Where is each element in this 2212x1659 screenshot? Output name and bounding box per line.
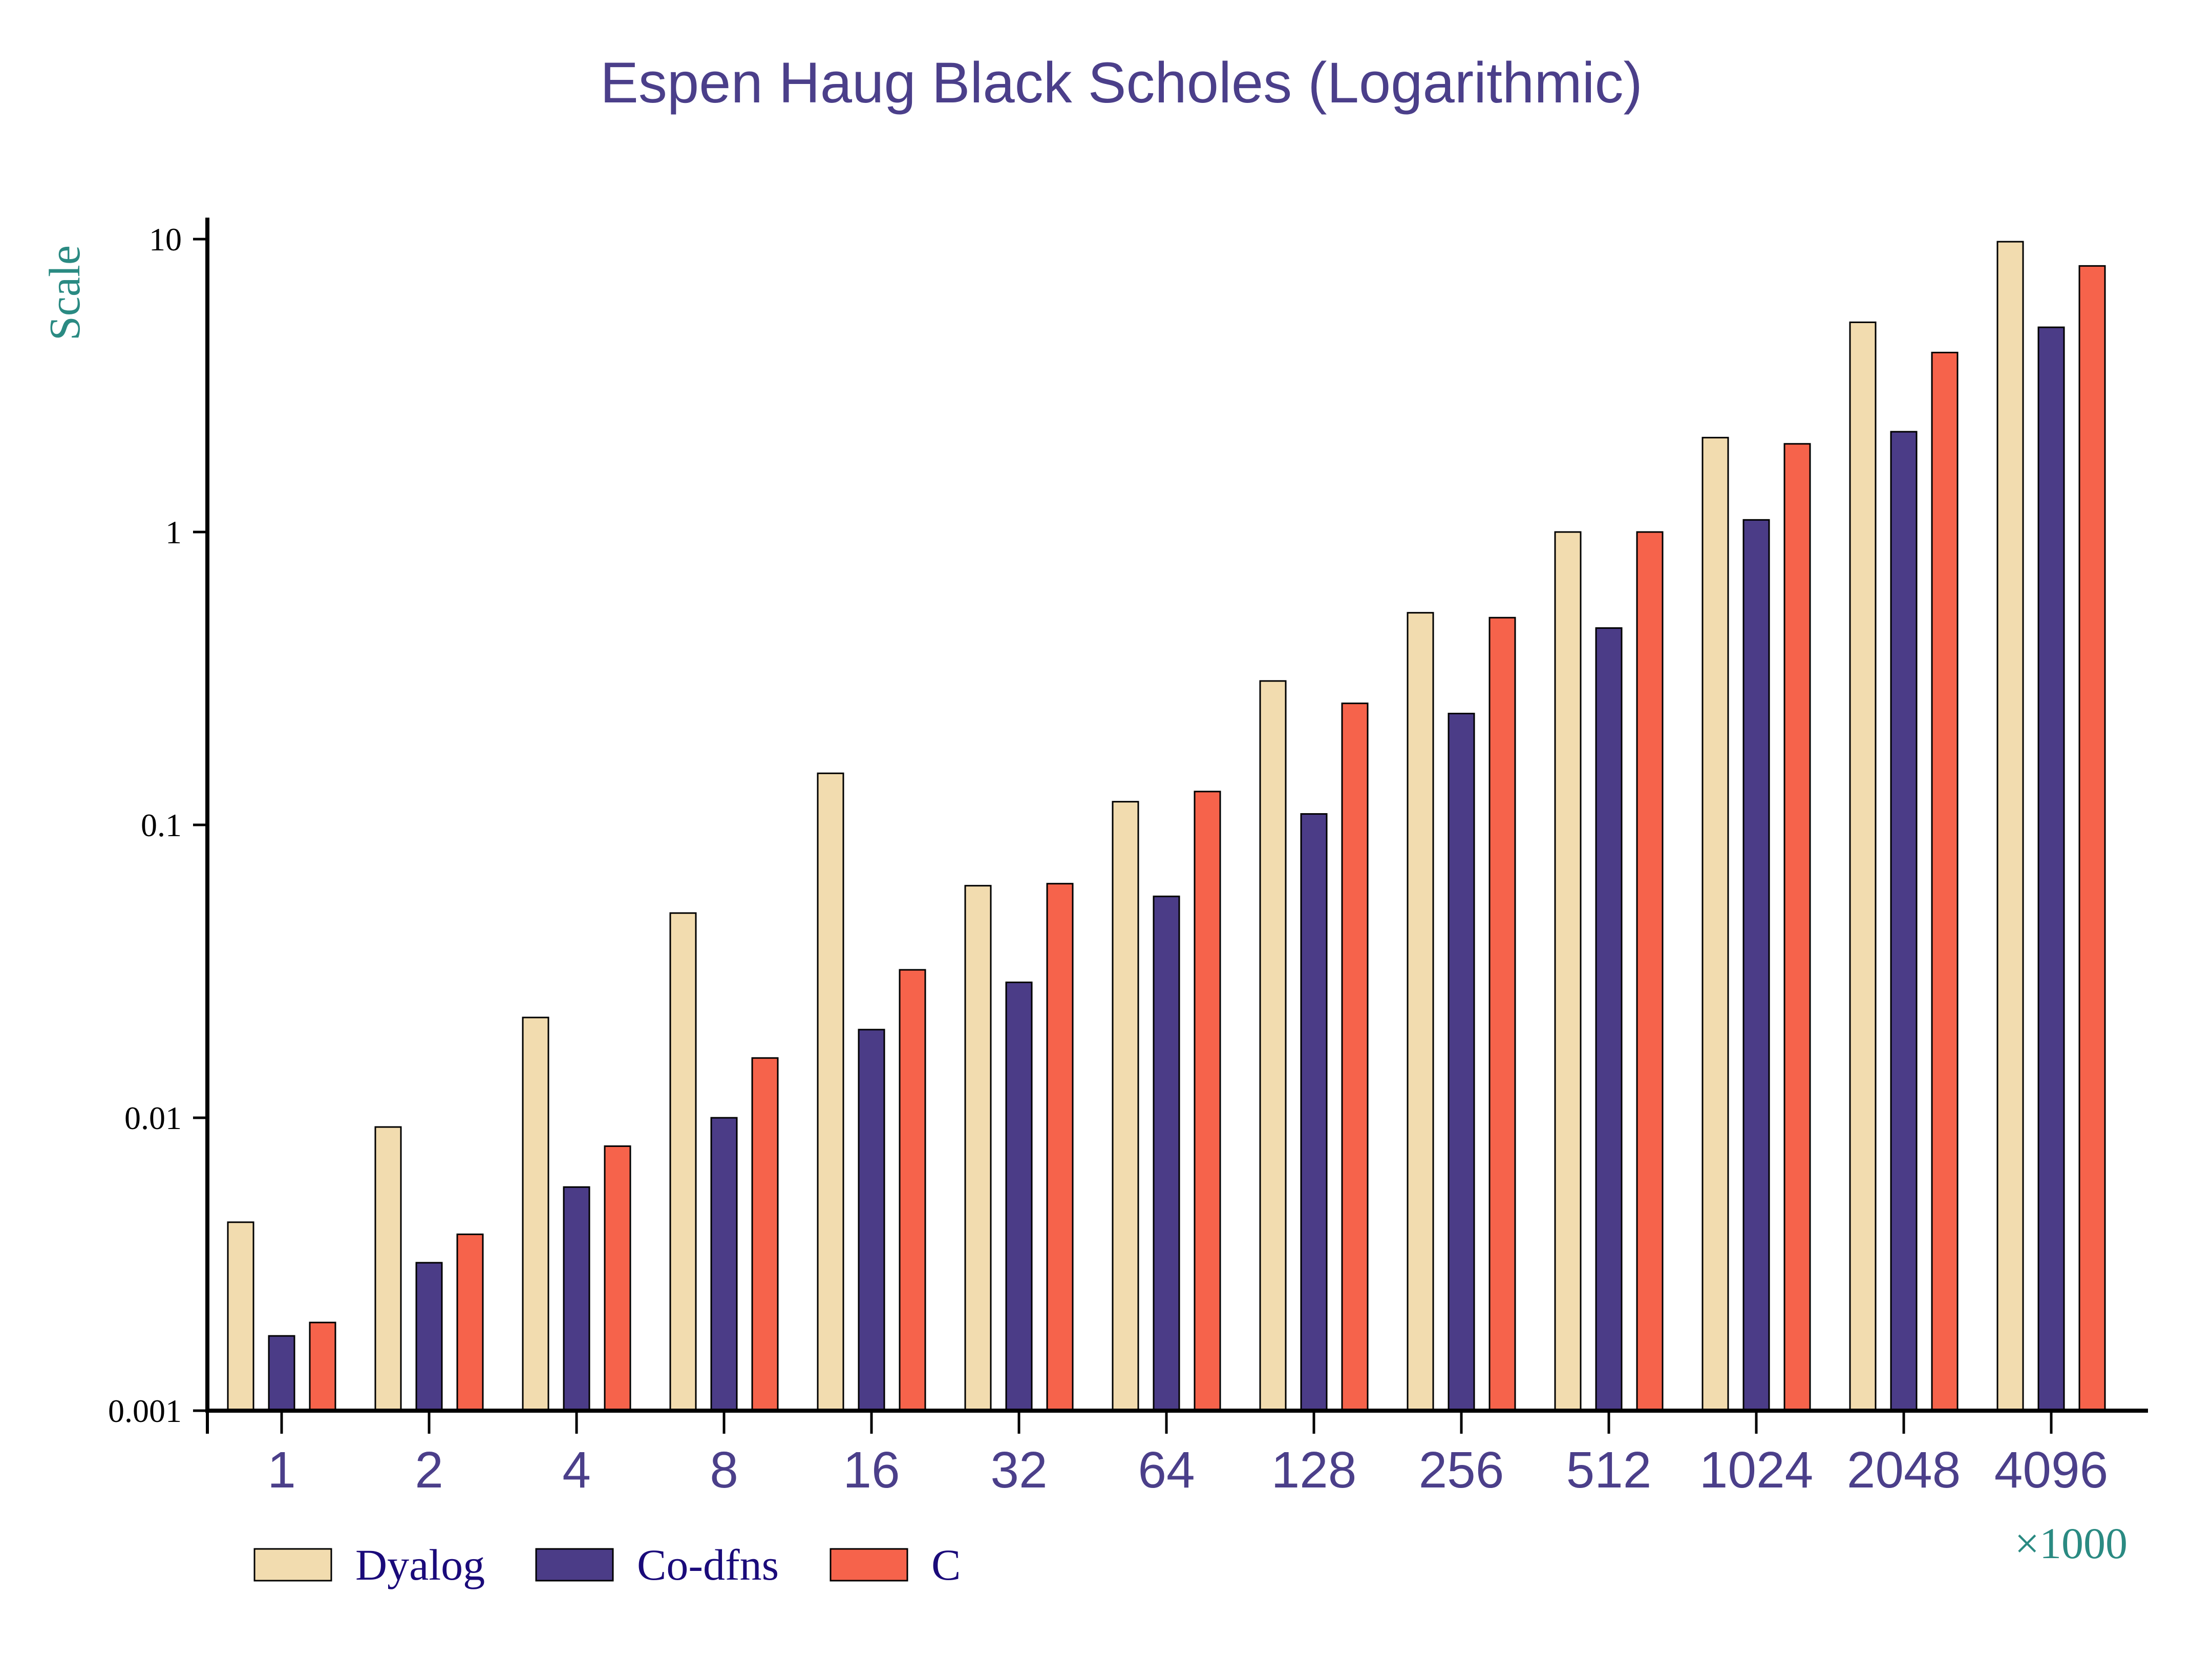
legend: Dyalog Co-dfns C [253, 1540, 961, 1589]
x-tick-label: 4 [562, 1441, 591, 1499]
bar-c-4096 [2078, 265, 2106, 1412]
x-tick-label: 256 [1419, 1441, 1504, 1499]
bar-co-dfns-256 [1448, 713, 1475, 1412]
bar-c-128 [1341, 703, 1369, 1412]
bar-co-dfns-16 [858, 1029, 885, 1412]
bar-dyalog-4096 [1996, 241, 2024, 1412]
bar-co-dfns-1 [268, 1335, 295, 1412]
y-tick-label: 1 [165, 514, 182, 550]
bar-c-512 [1636, 531, 1664, 1412]
bar-c-8 [751, 1057, 779, 1412]
bar-co-dfns-2048 [1890, 431, 1918, 1412]
legend-label-co-dfns: Co-dfns [637, 1540, 779, 1589]
bar-dyalog-1024 [1701, 437, 1729, 1412]
bar-co-dfns-2 [415, 1262, 443, 1412]
bar-co-dfns-1024 [1742, 519, 1770, 1412]
y-tick-label: 0.01 [124, 1100, 182, 1136]
bar-c-1 [309, 1322, 336, 1412]
x-axis-multiplier: ×1000 [2014, 1519, 2128, 1568]
bar-dyalog-128 [1259, 680, 1287, 1412]
bar-co-dfns-32 [1005, 982, 1033, 1412]
bar-co-dfns-4 [563, 1186, 590, 1412]
bar-dyalog-8 [669, 912, 697, 1412]
x-tick-label: 64 [1138, 1441, 1195, 1499]
bar-c-64 [1194, 791, 1221, 1412]
bar-dyalog-16 [817, 772, 844, 1412]
legend-swatch-dyalog [253, 1548, 332, 1582]
x-tick-label: 16 [843, 1441, 900, 1499]
y-axis-label: Scale [40, 245, 89, 341]
chart-title: Espen Haug Black Scholes (Logarithmic) [600, 51, 1643, 115]
bar-co-dfns-4096 [2037, 326, 2065, 1412]
bar-dyalog-1 [227, 1221, 254, 1412]
y-tick-label: 10 [149, 221, 182, 258]
x-tick-label: 8 [710, 1441, 738, 1499]
x-tick-label: 1 [267, 1441, 296, 1499]
bars-group [227, 241, 2106, 1412]
bar-co-dfns-512 [1595, 627, 1623, 1412]
bar-dyalog-512 [1554, 531, 1582, 1412]
bar-co-dfns-64 [1153, 896, 1180, 1412]
bar-c-4 [604, 1145, 631, 1412]
x-tick-label: 2 [415, 1441, 443, 1499]
x-tick-label: 128 [1271, 1441, 1357, 1499]
bar-c-2 [456, 1233, 484, 1412]
axes-group: 0.001 0.01 0.1 1 10 1 2 4 8 16 32 64 128 256 512 1024 20… [108, 218, 2148, 1499]
bar-co-dfns-128 [1300, 813, 1328, 1412]
bar-co-dfns-8 [710, 1117, 738, 1412]
bar-c-32 [1046, 883, 1074, 1412]
x-tick-label: 4096 [1994, 1441, 2108, 1499]
bar-c-2048 [1931, 351, 1959, 1412]
x-tick-label: 32 [990, 1441, 1047, 1499]
y-tick-label: 0.1 [141, 807, 182, 843]
legend-swatch-co-dfns [535, 1548, 614, 1582]
legend-label-dyalog: Dyalog [355, 1540, 485, 1589]
x-tick-label: 2048 [1847, 1441, 1961, 1499]
y-tick-label: 0.001 [108, 1393, 182, 1429]
legend-swatch-c [830, 1548, 908, 1582]
bar-c-256 [1488, 616, 1516, 1412]
bar-dyalog-256 [1407, 612, 1434, 1412]
bar-c-1024 [1783, 443, 1811, 1412]
legend-label-c: C [931, 1540, 961, 1589]
bar-c-16 [899, 969, 926, 1412]
x-tick-label: 1024 [1699, 1441, 1813, 1499]
x-tick-label: 512 [1566, 1441, 1652, 1499]
bar-dyalog-4 [522, 1016, 549, 1412]
bar-dyalog-2 [374, 1126, 402, 1412]
bar-dyalog-2048 [1849, 321, 1877, 1412]
bar-dyalog-32 [964, 885, 992, 1412]
bar-dyalog-64 [1112, 801, 1139, 1412]
